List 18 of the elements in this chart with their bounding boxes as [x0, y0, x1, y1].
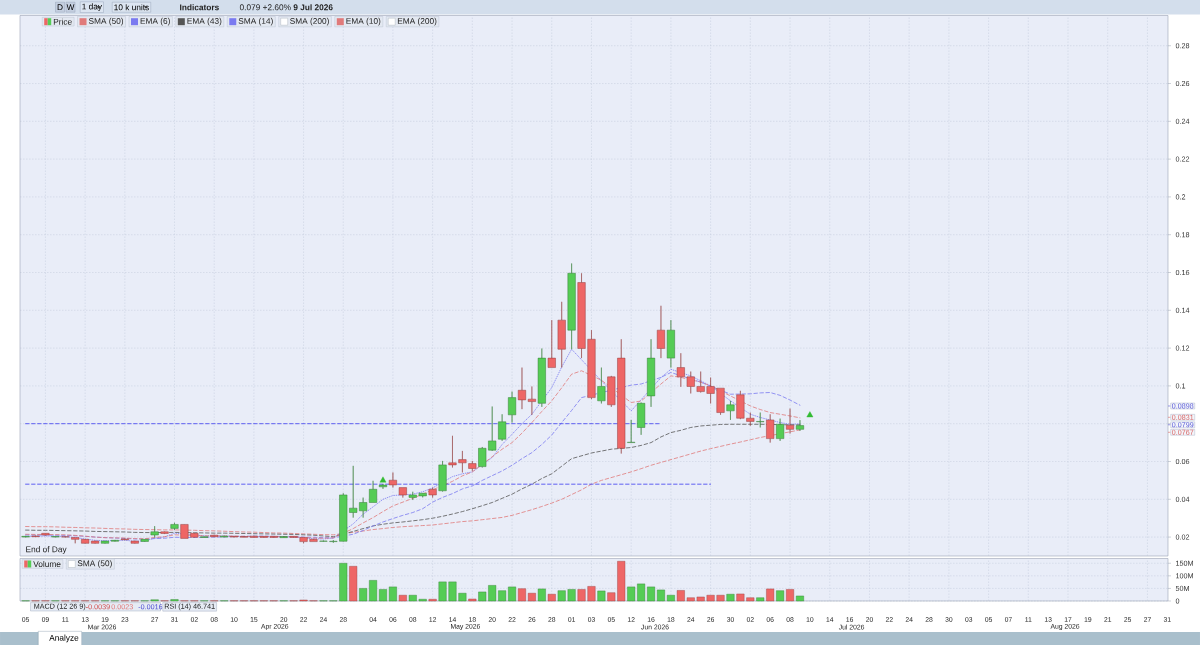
- legend-label: Volume: [33, 560, 61, 568]
- text: 10 k units: [114, 4, 149, 11]
- text: W: [66, 4, 75, 11]
- text: Analyze: [49, 634, 79, 643]
- legend-label: SMA (50): [77, 560, 112, 568]
- legend-label: Price: [53, 18, 72, 25]
- legend-label: EMA (43): [187, 17, 222, 26]
- legend-label: SMA (50): [88, 17, 124, 26]
- text: 1 day: [82, 3, 102, 12]
- chart-title: 0.079 +2.60% 9 Jul 2026: [239, 4, 333, 11]
- legend-label: EMA (6): [140, 17, 170, 26]
- annotation: End of Day: [26, 546, 67, 554]
- legend-label: EMA (10): [346, 17, 381, 26]
- legend-label: EMA (200): [397, 17, 437, 26]
- legend-label: SMA (200): [290, 17, 329, 26]
- text: D: [57, 4, 63, 11]
- legend-label: SMA (14): [238, 17, 273, 26]
- text: Indicators: [180, 4, 219, 11]
